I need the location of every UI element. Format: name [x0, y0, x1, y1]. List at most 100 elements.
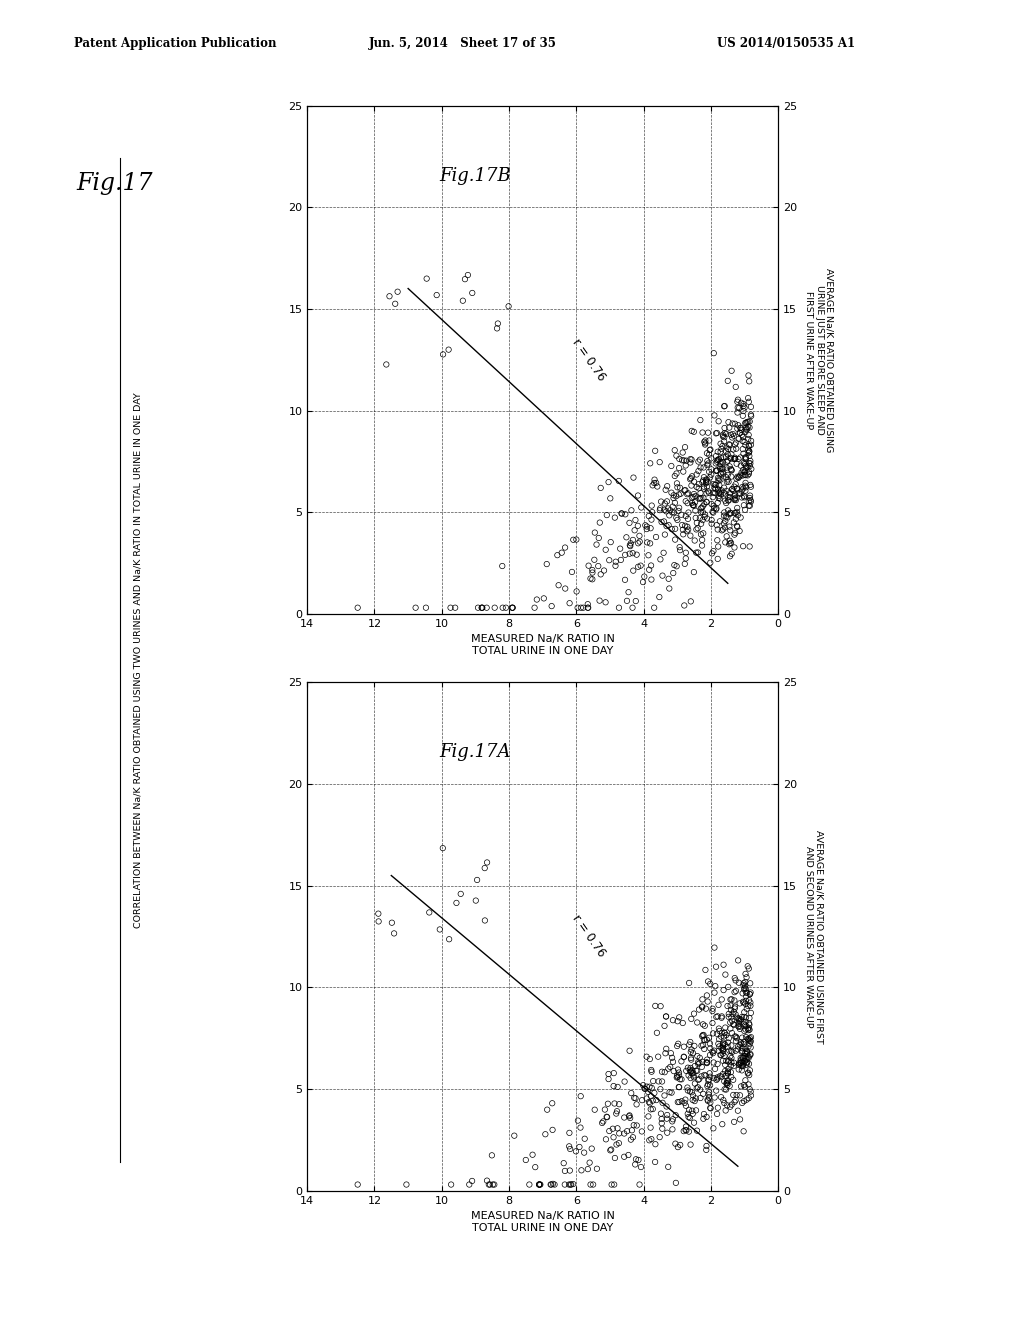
- Point: [677, 437, 693, 458]
- Point: [722, 989, 738, 1010]
- Point: [699, 1076, 716, 1097]
- Point: [481, 1173, 498, 1195]
- Point: [460, 264, 476, 285]
- Point: [706, 1052, 722, 1073]
- Point: [653, 491, 670, 512]
- Point: [732, 1016, 749, 1038]
- Point: [706, 1118, 722, 1139]
- Point: [668, 1172, 684, 1193]
- Point: [716, 1093, 732, 1114]
- Point: [723, 503, 739, 524]
- Point: [682, 1031, 698, 1052]
- Point: [742, 993, 759, 1014]
- Point: [692, 409, 709, 430]
- Point: [596, 560, 612, 581]
- Point: [710, 492, 726, 513]
- Point: [722, 545, 738, 566]
- Point: [547, 1173, 563, 1195]
- Point: [695, 1109, 712, 1130]
- Point: [618, 527, 635, 548]
- Point: [715, 451, 731, 473]
- Point: [655, 543, 672, 564]
- Point: [714, 1114, 730, 1135]
- Point: [739, 1052, 756, 1073]
- Point: [643, 1077, 659, 1098]
- Point: [701, 1034, 718, 1055]
- Point: [698, 1052, 715, 1073]
- Point: [652, 995, 669, 1016]
- Point: [623, 536, 639, 557]
- Point: [650, 1071, 667, 1092]
- Point: [695, 466, 712, 487]
- Point: [719, 995, 735, 1016]
- Point: [669, 1067, 685, 1088]
- Point: [731, 1055, 748, 1076]
- Point: [740, 495, 757, 516]
- Point: [740, 1036, 757, 1057]
- Point: [639, 532, 655, 553]
- Point: [634, 1089, 650, 1110]
- Point: [662, 1081, 678, 1102]
- Point: [672, 540, 688, 561]
- Point: [495, 597, 511, 618]
- Point: [692, 1078, 709, 1100]
- Point: [740, 1074, 757, 1096]
- Point: [741, 1030, 758, 1051]
- Point: [575, 597, 592, 618]
- Point: [715, 446, 731, 467]
- Point: [721, 516, 737, 537]
- Point: [734, 430, 751, 451]
- Point: [486, 597, 503, 618]
- Point: [705, 1001, 721, 1022]
- Point: [735, 974, 752, 995]
- Y-axis label: AVERAGE Na/K RATIO OBTAINED USING FIRST
AND SECOND URINES AFTER WAKE-UP: AVERAGE Na/K RATIO OBTAINED USING FIRST …: [804, 830, 823, 1043]
- Point: [719, 507, 735, 528]
- Point: [693, 1065, 710, 1086]
- Point: [714, 1007, 730, 1028]
- Point: [712, 488, 728, 510]
- Point: [601, 549, 617, 570]
- Point: [742, 491, 759, 512]
- Point: [741, 436, 758, 457]
- Point: [727, 997, 743, 1018]
- Point: [685, 1065, 701, 1086]
- Point: [637, 515, 653, 536]
- Point: [738, 1027, 755, 1048]
- Point: [716, 1026, 732, 1047]
- Point: [726, 490, 742, 511]
- Point: [733, 462, 750, 483]
- Point: [468, 890, 484, 911]
- Point: [722, 1045, 738, 1067]
- Point: [705, 1041, 721, 1063]
- Point: [727, 413, 743, 434]
- Point: [702, 447, 719, 469]
- Point: [592, 590, 608, 611]
- Point: [737, 993, 754, 1014]
- Point: [691, 474, 708, 495]
- Point: [672, 478, 688, 499]
- Point: [378, 354, 394, 375]
- Point: [662, 578, 678, 599]
- Point: [682, 1134, 698, 1155]
- Point: [557, 578, 573, 599]
- Point: [561, 1160, 578, 1181]
- Point: [734, 1040, 751, 1061]
- Point: [557, 1160, 573, 1181]
- Point: [722, 447, 738, 469]
- Point: [709, 1023, 725, 1044]
- Point: [455, 290, 471, 312]
- Point: [683, 420, 699, 441]
- Point: [603, 1173, 620, 1195]
- Point: [695, 478, 712, 499]
- Point: [624, 500, 640, 521]
- Point: [730, 1008, 746, 1030]
- Point: [669, 463, 685, 484]
- Point: [595, 1111, 611, 1133]
- Point: [685, 1085, 701, 1106]
- Point: [710, 449, 726, 470]
- Point: [702, 1098, 719, 1119]
- Point: [668, 507, 684, 528]
- Point: [543, 1173, 559, 1195]
- Point: [545, 1119, 561, 1140]
- Point: [697, 504, 714, 525]
